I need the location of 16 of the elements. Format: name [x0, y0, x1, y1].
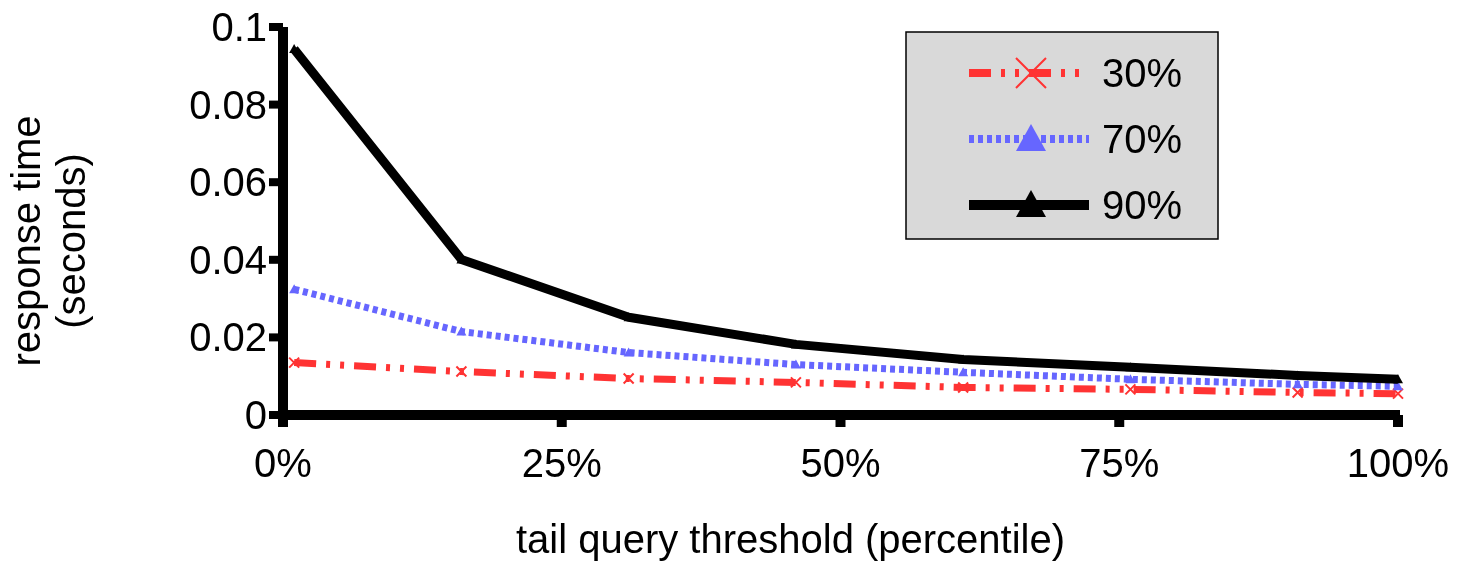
y-tick-label: 0.06: [189, 160, 267, 205]
y-tick-label: 0.02: [189, 315, 267, 360]
y-tick-label: 0: [244, 393, 267, 437]
legend-label: 90%: [1102, 183, 1183, 227]
y-tick-label: 0.04: [189, 237, 267, 282]
x-tick-label: 25%: [521, 441, 602, 485]
x-tick-label: 75%: [1079, 441, 1160, 485]
y-tick-label: 0.1: [211, 5, 267, 49]
legend-label: 30%: [1102, 51, 1183, 95]
legend-label: 70%: [1102, 117, 1183, 161]
y-tick-label: 0.08: [189, 82, 267, 127]
x-tick-label: 0%: [254, 441, 312, 485]
x-tick-label: 100%: [1346, 441, 1450, 485]
x-tick-label: 50%: [800, 441, 881, 485]
y-axis-title: response time (seconds): [3, 115, 93, 367]
x-axis-title: tail query threshold (percentile): [515, 517, 1066, 561]
